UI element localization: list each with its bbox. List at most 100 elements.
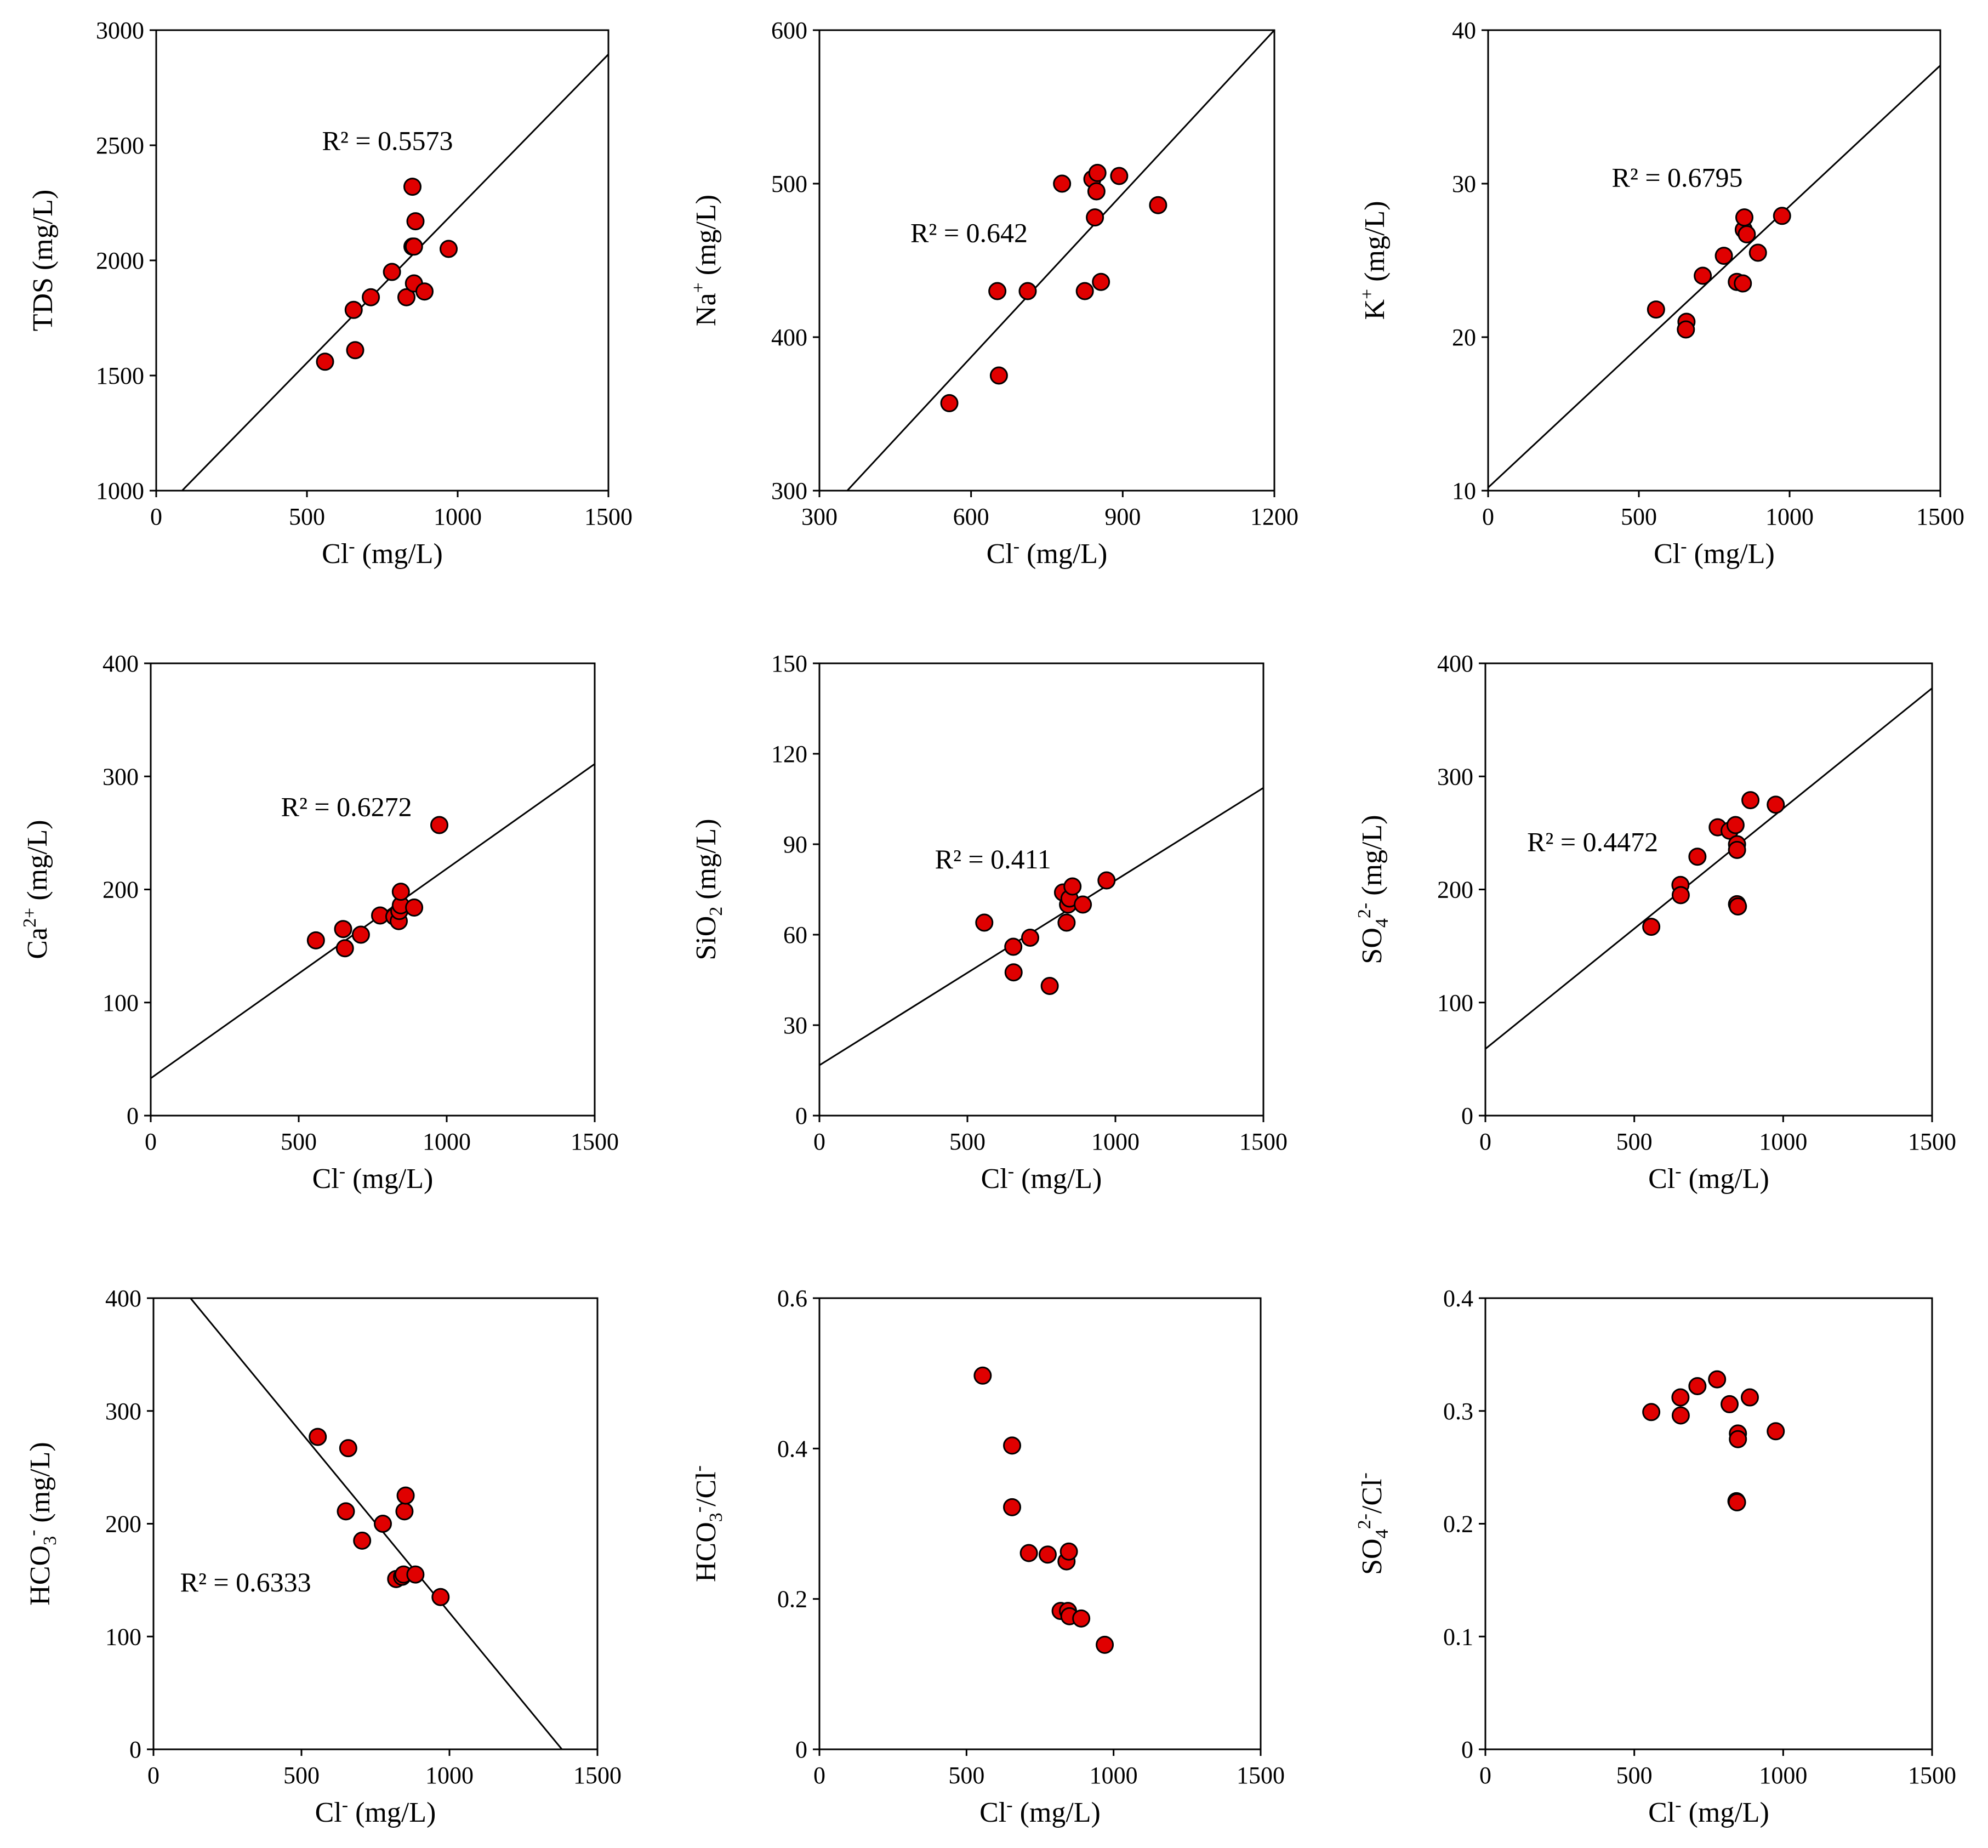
x-axis-title: Cl- (mg/L) (1648, 1795, 1769, 1828)
r-squared-label: R² = 0.642 (910, 217, 1028, 248)
x-tick-label: 1000 (1090, 1762, 1138, 1789)
plot-frame (818, 29, 1275, 492)
data-point (431, 1588, 450, 1606)
y-tick-label: 100 (1437, 990, 1473, 1016)
x-tick-label: 1500 (571, 1128, 619, 1155)
data-point (309, 1428, 327, 1446)
y-tick-label: 200 (1437, 877, 1473, 903)
plot-frame (155, 29, 609, 492)
y-tick-label: 1000 (96, 477, 144, 504)
y-axis-title: K+ (mg/L) (1357, 201, 1391, 320)
r-squared-label: R² = 0.411 (935, 844, 1051, 874)
y-tick-label: 300 (771, 477, 807, 504)
x-title-unit: (mg/L) (1019, 538, 1107, 570)
y-title-unit: (mg/L) (691, 195, 722, 282)
y-title-sup: - (22, 1530, 43, 1536)
data-point (1063, 877, 1082, 896)
data-point (1671, 886, 1690, 905)
y-tick-label: 3000 (96, 17, 144, 44)
data-point (1019, 1544, 1038, 1562)
x-title-unit: (mg/L) (348, 1797, 436, 1828)
y-axis-title: SO42-/Cl- (1354, 1472, 1392, 1575)
y-tick-label: 400 (102, 650, 139, 677)
y-title-main: Na (691, 293, 722, 326)
x-tick-label: 0 (1479, 1128, 1491, 1155)
y-tick-label: 2500 (96, 132, 144, 159)
x-title-sup: - (342, 1795, 348, 1815)
y-title-unit: (mg/L) (1357, 815, 1388, 902)
x-title-sup: - (1675, 1795, 1681, 1815)
y-axis-title: TDS (mg/L) (27, 190, 59, 332)
data-point (1671, 1388, 1690, 1407)
data-point (1074, 895, 1092, 914)
x-axis-title: Cl- (mg/L) (1654, 536, 1775, 570)
chart-tds: 0 500 1000 1500 1000 1500 2000 2500 3000 Cl- (mg/… (27, 17, 633, 570)
r-squared-label: R² = 0.4472 (1527, 826, 1658, 857)
data-point (1003, 1436, 1022, 1455)
x-title-main: Cl (987, 538, 1013, 570)
y-axis-title: Ca2+ (mg/L) (20, 820, 53, 959)
x-tick-label: 0 (1482, 503, 1494, 530)
y-title-sup: + (1357, 289, 1377, 299)
regression-line (819, 787, 1263, 1066)
data-point (405, 899, 424, 917)
plot-frame (818, 662, 1264, 1117)
data-point (1734, 274, 1752, 293)
y-title-sup2: - (1354, 1472, 1375, 1479)
data-point (1096, 1635, 1114, 1654)
data-point (415, 282, 434, 301)
data-point (397, 288, 415, 306)
data-point (1647, 300, 1665, 319)
y-title-main: K (1359, 299, 1391, 320)
y-title-sub: 4 (1372, 918, 1392, 928)
data-point (316, 352, 334, 371)
data-point (406, 212, 425, 231)
x-tick-label: 1000 (1759, 1128, 1807, 1155)
x-tick-label: 500 (281, 1128, 317, 1155)
data-point (1773, 207, 1791, 225)
data-point (374, 1515, 392, 1533)
y-title-unit: (mg/L) (1359, 201, 1391, 288)
data-point (430, 816, 448, 834)
y-tick-label: 60 (783, 922, 807, 948)
data-point (1072, 1609, 1091, 1628)
y-title-sup2: - (688, 1465, 709, 1471)
y-axis-title: Na+ (mg/L) (688, 195, 722, 326)
y-tick-label: 0.6 (777, 1285, 807, 1312)
plot-frame (1487, 29, 1941, 492)
data-point (1738, 225, 1756, 243)
data-point (989, 366, 1008, 385)
data-point (1688, 1377, 1707, 1395)
y-tick-label: 400 (105, 1285, 141, 1312)
y-title-sup: 2- (1354, 1514, 1375, 1529)
data-point (353, 1531, 372, 1550)
y-tick-label: 0 (795, 1102, 807, 1129)
y-tick-label: 20 (1452, 324, 1476, 351)
data-point (1688, 848, 1707, 866)
data-point (1721, 1395, 1739, 1413)
x-tick-label: 1000 (1091, 1128, 1140, 1155)
r-squared-label: R² = 0.5573 (322, 125, 453, 156)
x-title-unit: (mg/L) (355, 538, 443, 570)
data-point (1677, 320, 1695, 339)
data-point (1110, 167, 1129, 185)
plot-frame (1484, 662, 1933, 1117)
y-title-unit: (mg/L) (22, 820, 53, 907)
x-title-main: Cl (322, 538, 349, 570)
y-title-unit: /Cl (1357, 1479, 1388, 1514)
data-point (1092, 272, 1110, 291)
data-point (1726, 816, 1745, 834)
y-title-sup: + (688, 282, 709, 293)
x-axis-title: Cl- (mg/L) (987, 536, 1108, 570)
x-tick-label: 300 (801, 503, 838, 530)
y-tick-label: 90 (783, 831, 807, 858)
plot-frame (150, 662, 596, 1117)
x-title-main: Cl (1654, 538, 1681, 570)
y-tick-label: 600 (771, 17, 807, 44)
y-title-main: SiO (691, 916, 722, 960)
y-tick-label: 400 (771, 324, 807, 351)
